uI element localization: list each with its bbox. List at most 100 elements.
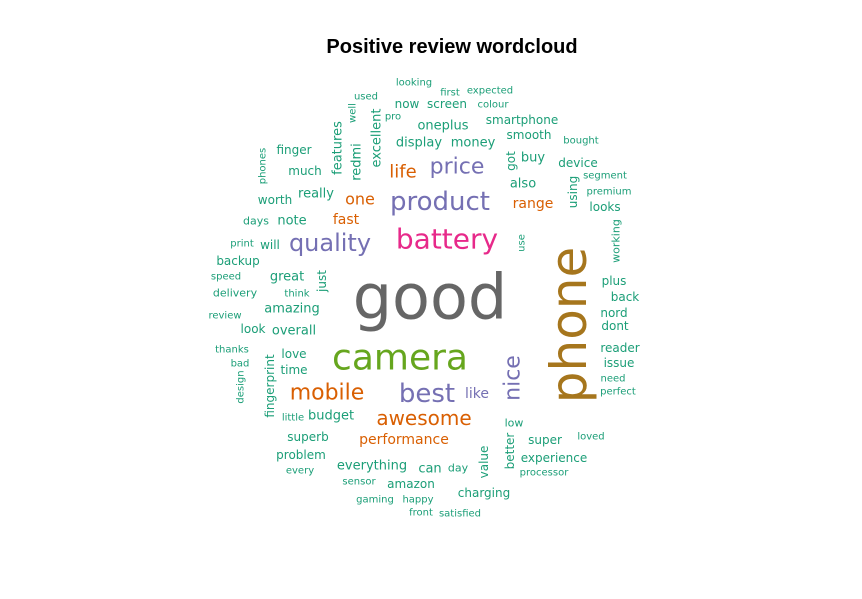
word-review: review (208, 311, 241, 322)
word-smooth: smooth (507, 128, 552, 142)
word-love: love (281, 347, 306, 361)
word-fingerprint: fingerprint (263, 354, 277, 418)
word-segment: segment (583, 171, 627, 182)
word-every: every (286, 466, 314, 477)
word-experience: experience (521, 451, 588, 465)
word-working: working (610, 219, 623, 263)
word-amazing: amazing (264, 302, 320, 317)
word-thanks: thanks (215, 345, 249, 356)
word-battery: battery (396, 223, 498, 256)
word-used: used (354, 92, 378, 103)
word-excellent: excellent (370, 109, 385, 168)
word-nice: nice (501, 355, 526, 401)
word-value: value (477, 446, 491, 479)
word-one: one (345, 190, 375, 209)
word-super: super (528, 433, 562, 447)
word-bought: bought (563, 136, 598, 147)
word-phone: phone (540, 247, 598, 403)
word-also: also (510, 177, 536, 192)
word-phones: phones (258, 148, 269, 185)
word-time: time (280, 363, 307, 377)
word-smartphone: smartphone (486, 113, 559, 127)
word-print: print (230, 239, 254, 250)
word-days: days (243, 215, 269, 228)
word-like: like (465, 386, 489, 402)
word-colour: colour (478, 100, 510, 111)
word-screen: screen (427, 97, 467, 111)
word-product: product (390, 187, 490, 217)
word-expected: expected (467, 86, 513, 97)
word-group: good phone camera battery product best quality… (208, 78, 639, 520)
word-mobile: mobile (290, 381, 365, 406)
word-fast: fast (333, 212, 360, 228)
word-budget: budget (308, 409, 354, 424)
word-premium: premium (587, 187, 632, 198)
word-day: day (448, 462, 469, 475)
word-got: got (504, 151, 518, 171)
word-superb: superb (287, 430, 328, 444)
word-oneplus: oneplus (417, 119, 468, 134)
word-delivery: delivery (213, 287, 258, 300)
word-use: use (517, 234, 528, 252)
word-quality: quality (289, 229, 371, 257)
word-amazon: amazon (387, 477, 435, 491)
word-device: device (558, 156, 597, 170)
word-loved: loved (577, 432, 604, 443)
word-just: just (315, 270, 329, 293)
word-much: much (288, 164, 322, 178)
word-camera: camera (332, 338, 468, 379)
word-satisfied: satisfied (439, 509, 481, 520)
word-buy: buy (521, 151, 545, 166)
word-overall: overall (272, 324, 316, 339)
word-awesome: awesome (376, 406, 471, 430)
word-look: look (241, 322, 266, 336)
word-pro: pro (385, 112, 401, 123)
word-speed: speed (211, 272, 241, 283)
word-performance: performance (359, 432, 449, 448)
word-redmi: redmi (350, 143, 365, 181)
word-bad: bad (231, 359, 250, 370)
word-finger: finger (276, 143, 311, 157)
word-features: features (331, 121, 346, 175)
word-gaming: gaming (356, 495, 394, 506)
chart-title: Positive review wordcloud (326, 36, 577, 58)
word-dont: dont (601, 319, 629, 333)
word-money: money (451, 136, 496, 151)
word-low: low (505, 417, 524, 430)
word-nord: nord (600, 306, 627, 320)
word-problem: problem (276, 448, 326, 462)
word-reader: reader (600, 341, 639, 355)
word-looking: looking (396, 78, 432, 89)
word-good: good (353, 261, 508, 334)
word-design: design (236, 370, 247, 403)
word-happy: happy (402, 495, 433, 506)
word-think: think (284, 289, 309, 300)
word-looks: looks (589, 200, 620, 214)
word-back: back (611, 290, 640, 304)
word-now: now (395, 97, 420, 111)
word-price: price (430, 155, 485, 180)
word-better: better (503, 433, 517, 470)
word-front: front (409, 508, 433, 519)
word-issue: issue (604, 356, 635, 370)
word-first: first (440, 88, 460, 99)
word-best: best (399, 379, 455, 409)
word-backup: backup (216, 254, 259, 268)
word-sensor: sensor (342, 477, 376, 488)
word-can: can (418, 462, 441, 477)
word-everything: everything (337, 459, 407, 474)
word-processor: processor (520, 468, 570, 479)
word-life: life (389, 162, 416, 183)
word-note: note (277, 214, 306, 229)
word-really: really (298, 187, 334, 202)
word-perfect: perfect (600, 387, 636, 398)
word-range: range (513, 196, 554, 212)
word-using: using (566, 176, 580, 208)
word-charging: charging (458, 486, 510, 500)
word-will: will (260, 238, 280, 252)
word-need: need (601, 374, 626, 385)
word-little: little (282, 413, 304, 424)
word-display: display (396, 136, 442, 151)
word-well: well (348, 103, 359, 123)
